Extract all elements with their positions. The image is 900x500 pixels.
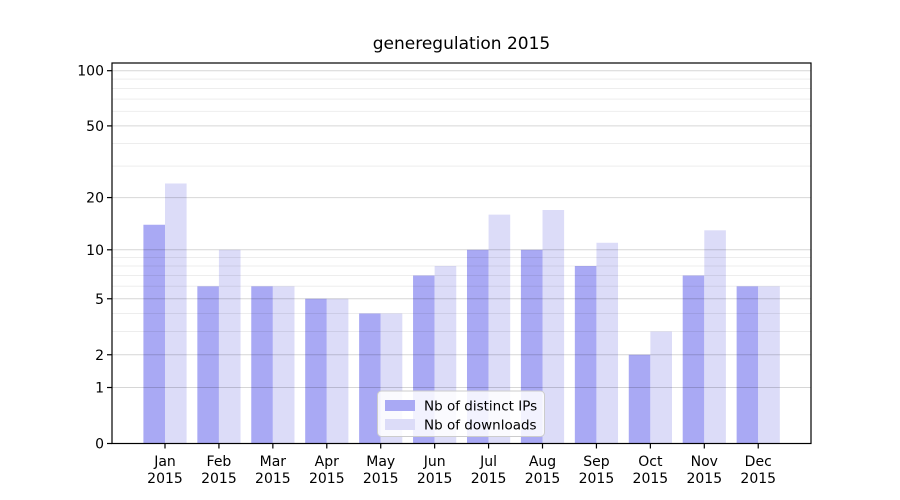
y-tick-label-2: 2 bbox=[95, 348, 104, 364]
x-tick-label-year-feb: 2015 bbox=[201, 471, 237, 487]
legend-swatch-downloads bbox=[385, 419, 415, 430]
x-tick-label-may: May bbox=[366, 454, 395, 470]
bar-downloads-jan-2015 bbox=[165, 183, 187, 444]
y-tick-label-0: 0 bbox=[95, 437, 104, 453]
x-tick-label-apr: Apr bbox=[315, 454, 339, 470]
bar-ips-jan-2015 bbox=[143, 224, 165, 444]
x-tick-label-year-jan: 2015 bbox=[147, 471, 183, 487]
x-tick-label-year-jul: 2015 bbox=[471, 471, 507, 487]
x-tick-label-year-dec: 2015 bbox=[740, 471, 776, 487]
y-tick-label-50: 50 bbox=[86, 119, 104, 135]
bar-ips-sep-2015 bbox=[574, 266, 597, 444]
x-tick-label-year-oct: 2015 bbox=[633, 471, 669, 487]
bar-ips-apr-2015 bbox=[305, 298, 327, 444]
bar-downloads-aug-2015 bbox=[542, 210, 565, 444]
bar-ips-feb-2015 bbox=[197, 286, 219, 444]
x-tick-label-year-aug: 2015 bbox=[525, 471, 561, 487]
x-tick-label-year-may: 2015 bbox=[363, 471, 399, 487]
bar-downloads-apr-2015 bbox=[326, 298, 349, 444]
bar-downloads-nov-2015 bbox=[704, 230, 726, 444]
x-tick-label-mar: Mar bbox=[260, 454, 287, 470]
y-tick-label-1: 1 bbox=[95, 381, 104, 397]
x-tick-label-nov: Nov bbox=[691, 454, 718, 470]
bar-downloads-sep-2015 bbox=[596, 242, 619, 444]
y-tick-label-100: 100 bbox=[77, 64, 104, 80]
x-tick-label-jul: Jul bbox=[479, 454, 497, 470]
bar-downloads-dec-2015 bbox=[758, 286, 780, 444]
bar-ips-oct-2015 bbox=[628, 354, 651, 444]
y-tick-label-5: 5 bbox=[95, 292, 104, 308]
x-tick-label-year-nov: 2015 bbox=[686, 471, 722, 487]
x-tick-label-dec: Dec bbox=[745, 454, 772, 470]
bar-downloads-mar-2015 bbox=[272, 286, 295, 444]
bar-downloads-jul-2015 bbox=[488, 214, 511, 444]
y-tick-label-20: 20 bbox=[86, 191, 104, 207]
y-tick-label-10: 10 bbox=[86, 243, 104, 259]
x-tick-label-feb: Feb bbox=[207, 454, 232, 470]
bar-downloads-oct-2015 bbox=[650, 331, 672, 444]
x-tick-label-year-sep: 2015 bbox=[579, 471, 615, 487]
x-tick-label-jun: Jun bbox=[423, 454, 446, 470]
x-tick-label-sep: Sep bbox=[583, 454, 610, 470]
legend-label-downloads: Nb of downloads bbox=[424, 418, 537, 434]
bar-ips-nov-2015 bbox=[682, 275, 705, 444]
legend-box bbox=[377, 390, 545, 437]
x-tick-label-year-apr: 2015 bbox=[309, 471, 345, 487]
plot-border bbox=[111, 62, 812, 445]
bar-ips-mar-2015 bbox=[251, 286, 273, 444]
x-tick-label-oct: Oct bbox=[638, 454, 663, 470]
legend-swatch-ips bbox=[385, 400, 415, 411]
bar-ips-dec-2015 bbox=[736, 286, 759, 444]
x-tick-label-year-jun: 2015 bbox=[417, 471, 453, 487]
legend-label-ips: Nb of distinct IPs bbox=[424, 399, 537, 415]
bar-downloads-feb-2015 bbox=[218, 249, 241, 444]
bar-ips-may-2015 bbox=[359, 313, 381, 444]
x-tick-label-jan: Jan bbox=[153, 454, 176, 470]
x-tick-label-year-mar: 2015 bbox=[255, 471, 291, 487]
x-tick-label-aug: Aug bbox=[529, 454, 556, 470]
chart-title: generegulation 2015 bbox=[372, 34, 551, 54]
